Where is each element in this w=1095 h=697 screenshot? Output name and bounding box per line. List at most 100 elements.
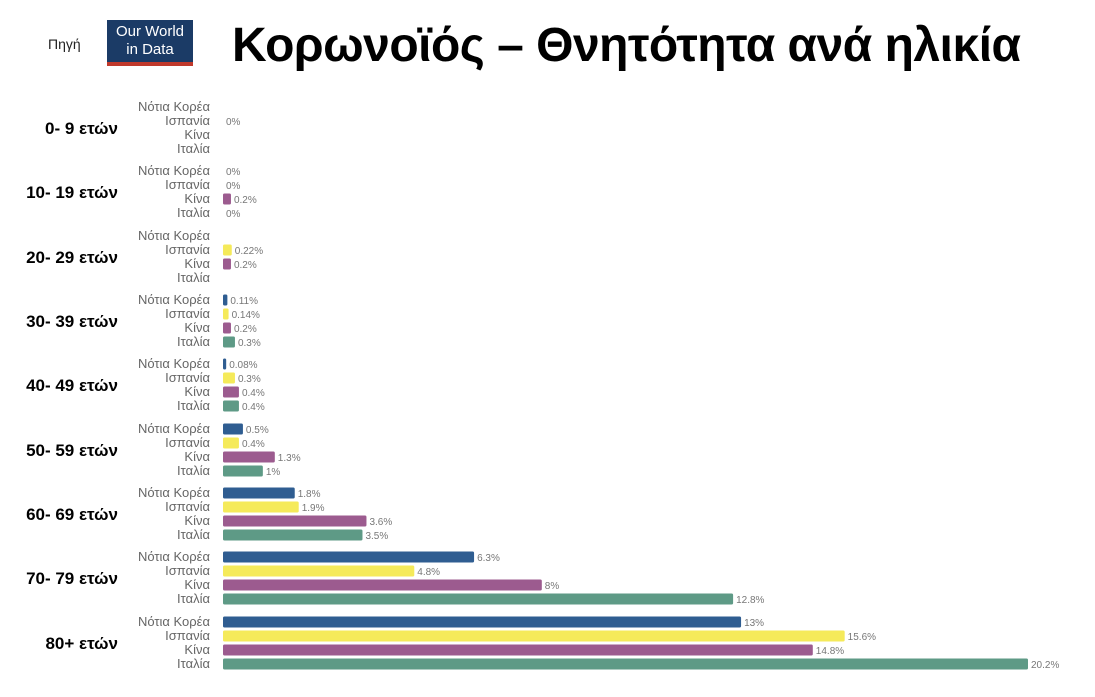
country-label: Ιταλία <box>177 270 210 285</box>
bar <box>223 400 239 412</box>
data-label: 0.14% <box>232 310 260 321</box>
country-label: Ισπανία <box>165 177 210 192</box>
data-label: 1.9% <box>302 503 325 514</box>
data-label: 1.8% <box>298 489 321 500</box>
bar <box>223 515 367 527</box>
country-label: Κίνα <box>184 384 210 399</box>
country-label: Ισπανία <box>165 628 210 643</box>
country-label: Κίνα <box>184 449 210 464</box>
bar <box>223 579 542 591</box>
chart-title: Κορωνοϊός – Θνητότητα ανά ηλικία <box>232 19 1021 72</box>
age-group-label: 10- 19 ετών <box>26 183 118 202</box>
data-label: 3.5% <box>365 531 388 542</box>
source-label: Πηγή <box>48 36 81 52</box>
bar <box>223 551 475 563</box>
bar <box>223 258 231 270</box>
country-label: Ιταλία <box>177 591 210 606</box>
age-group-6: 60- 69 ετών Νότια Κορέα 1.8% Ισπανία 1.9% Κίν… <box>26 485 392 542</box>
age-group-label: 40- 49 ετών <box>26 376 118 395</box>
country-label: Νότια Κορέα <box>138 485 211 500</box>
our-world-in-data-logo: Our World in Data <box>107 20 193 66</box>
country-label: Νότια Κορέα <box>138 356 211 371</box>
country-label: Κίνα <box>184 642 210 657</box>
country-label: Κίνα <box>184 577 210 592</box>
bar <box>223 308 229 320</box>
country-label: Νότια Κορέα <box>138 292 211 307</box>
bar <box>223 372 235 384</box>
bar <box>223 465 263 477</box>
data-label: 0.2% <box>234 324 257 335</box>
bar <box>223 244 232 256</box>
bar <box>223 616 742 628</box>
age-group-label: 50- 59 ετών <box>26 441 118 460</box>
age-group-label: 80+ ετών <box>45 634 118 653</box>
age-group-label: 0- 9 ετών <box>45 119 118 138</box>
data-label: 3.6% <box>369 517 392 528</box>
country-label: Ισπανία <box>165 499 210 514</box>
bar <box>223 193 231 205</box>
logo-line-2: in Data <box>126 41 174 58</box>
country-label: Ιταλία <box>177 463 210 478</box>
country-label: Κίνα <box>184 127 210 142</box>
country-label: Κίνα <box>184 320 210 335</box>
country-label: Ισπανία <box>165 370 210 385</box>
bar <box>223 294 228 306</box>
data-label: 0.4% <box>242 388 265 399</box>
data-label: 15.6% <box>848 632 876 643</box>
bar <box>223 630 845 642</box>
data-label: 0.3% <box>238 338 261 349</box>
bar <box>223 423 243 435</box>
data-label: 0.4% <box>242 439 265 450</box>
age-group-5: 50- 59 ετών Νότια Κορέα 0.5% Ισπανία 0.4% Κίν… <box>26 421 301 478</box>
age-group-label: 20- 29 ετών <box>26 248 118 267</box>
data-label: 14.8% <box>816 646 844 657</box>
data-label: 0% <box>226 209 241 220</box>
data-label: 0.2% <box>234 260 257 271</box>
country-label: Ισπανία <box>165 242 210 257</box>
bar <box>223 644 813 656</box>
age-group-8: 80+ ετών Νότια Κορέα 13% Ισπανία 15.6% Κίνα 14… <box>45 614 1059 671</box>
data-label: 1.3% <box>278 453 301 464</box>
bar <box>223 336 235 348</box>
age-group-3: 30- 39 ετών Νότια Κορέα 0.11% Ισπανία 0.14% Κ… <box>26 292 261 349</box>
bar <box>223 487 295 499</box>
country-label: Ισπανία <box>165 563 210 578</box>
age-group-label: 30- 39 ετών <box>26 312 118 331</box>
data-label: 0.22% <box>235 246 263 257</box>
bar <box>223 593 734 605</box>
data-label: 0.08% <box>229 360 257 371</box>
country-label: Κίνα <box>184 256 210 271</box>
bar <box>223 658 1028 670</box>
country-label: Ιταλία <box>177 398 210 413</box>
country-label: Νότια Κορέα <box>138 99 211 114</box>
data-label: 12.8% <box>736 595 764 606</box>
country-label: Ισπανία <box>165 306 210 321</box>
country-label: Νότια Κορέα <box>138 163 211 178</box>
data-label: 6.3% <box>477 553 500 564</box>
country-label: Ιταλία <box>177 656 210 671</box>
age-group-label: 70- 79 ετών <box>26 569 118 588</box>
age-group-4: 40- 49 ετών Νότια Κορέα 0.08% Ισπανία 0.3% Κί… <box>26 356 265 413</box>
country-label: Ιταλία <box>177 527 210 542</box>
data-label: 0.4% <box>242 402 265 413</box>
country-label: Ιταλία <box>177 205 210 220</box>
data-label: 0% <box>226 181 241 192</box>
country-label: Ιταλία <box>177 141 210 156</box>
country-label: Ιταλία <box>177 334 210 349</box>
data-label: 8% <box>545 581 560 592</box>
country-label: Ισπανία <box>165 435 210 450</box>
age-group-label: 60- 69 ετών <box>26 505 118 524</box>
country-label: Νότια Κορέα <box>138 228 211 243</box>
data-label: 0.11% <box>230 296 258 307</box>
data-label: 20.2% <box>1031 660 1059 671</box>
country-label: Νότια Κορέα <box>138 421 211 436</box>
data-label: 1% <box>266 467 281 478</box>
data-label: 0% <box>226 167 241 178</box>
bar <box>223 322 231 334</box>
age-group-1: 10- 19 ετών Νότια Κορέα 0% Ισπανία 0% Κίνα 0.2… <box>26 163 257 220</box>
bar <box>223 451 275 463</box>
data-label: 0% <box>226 117 241 128</box>
